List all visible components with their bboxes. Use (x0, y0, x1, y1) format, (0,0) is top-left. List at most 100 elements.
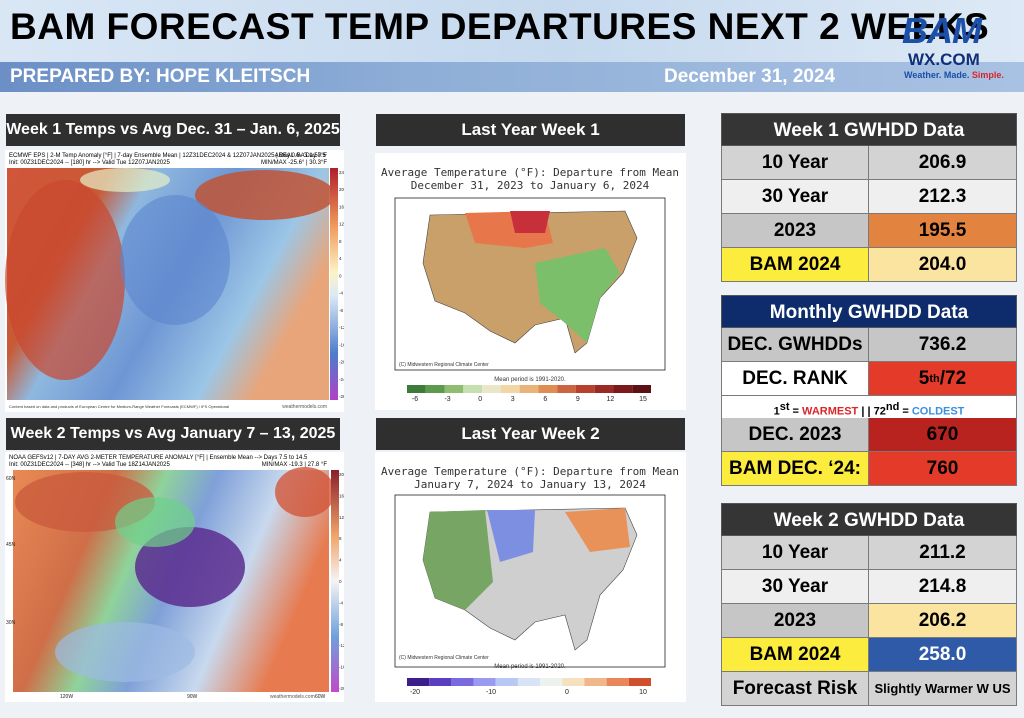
week1-cold-central (120, 195, 230, 325)
ly-week2-panel-title: Last Year Week 2 (376, 418, 685, 450)
color-swatch (538, 385, 558, 393)
legend-first-sup: st (779, 401, 790, 413)
table-row: 2023 206.2 (721, 604, 1017, 638)
scale-tick-label: 8 (339, 536, 342, 541)
scale-tick-label: 3 (511, 396, 515, 403)
row-value: 204.0 (869, 248, 1016, 281)
scale-tick-label: 4 (339, 558, 342, 563)
monthly-gwhdd-table: Monthly GWHDD Data DEC. GWHDDs 736.2 DEC… (721, 295, 1017, 486)
week2-map[interactable]: NOAA GEFSv12 | 7-DAY AVG 2-METER TEMPERA… (5, 452, 344, 702)
table-row: BAM 2024 258.0 (721, 638, 1017, 672)
legend-eq: = (789, 405, 803, 418)
week1-table-title: Week 1 GWHDD Data (721, 113, 1017, 146)
ly-week2-map-title: Average Temperature (°F): Departure from… (381, 465, 679, 478)
scale-tick-label: -28 (339, 394, 344, 399)
logo-tagline: Weather. Made. Simple. (904, 70, 1004, 80)
scale-tick-label: 4 (339, 256, 342, 261)
week2-map-svg: NOAA GEFSv12 | 7-DAY AVG 2-METER TEMPERA… (6, 455, 344, 700)
color-swatch (429, 678, 452, 686)
week1-warm-west (5, 180, 125, 380)
week2-lon-90: 90W (187, 694, 198, 700)
ly-week1-map-subtitle: December 31, 2023 to January 6, 2024 (411, 179, 650, 192)
color-swatch (444, 385, 464, 393)
ly-week1-hot-core (510, 211, 550, 233)
color-swatch (495, 678, 518, 686)
scale-tick-label: 16 (339, 493, 344, 498)
ly-week2-map-frame (394, 494, 666, 668)
scale-tick-label: 6 (543, 396, 547, 403)
ly-week1-color-scale: -6 -3 0 3 6 9 12 15 (407, 385, 651, 403)
week2-header-line2: Init: 00Z31DEC2024 -- [348] hr --> Valid… (9, 462, 170, 468)
row-value: 214.8 (869, 570, 1016, 603)
week1-neutral-canada (80, 168, 170, 192)
legend-sep: | | 72 (858, 405, 886, 418)
week1-header-line2: Init: 00Z31DEC2024 -- [180] hr --> Valid… (9, 160, 170, 166)
ly-week2-west-green (423, 510, 493, 610)
color-swatch (482, 385, 501, 393)
scale-tick-label: 20 (339, 472, 344, 477)
color-swatch (606, 678, 629, 686)
ly-week2-cold-plains (487, 510, 535, 562)
week2-warm-east-canada (275, 467, 335, 517)
ly-week2-center: (C) Midwestern Regional Climate Center (399, 655, 489, 661)
row-value: 258.0 (869, 638, 1016, 671)
week2-panel-title: Week 2 Temps vs Avg January 7 – 13, 2025 (6, 418, 340, 450)
scale-tick-label: -16 (339, 665, 344, 670)
rank-legend: 1st = WARMEST | | 72nd = COLDEST (721, 396, 1017, 418)
week2-lon-120: 120W (60, 694, 73, 700)
row-value: 736.2 (869, 328, 1016, 361)
ly-week1-panel-title: Last Year Week 1 (376, 114, 685, 146)
logo-bam-text: BAM (902, 10, 982, 51)
monthly-table-title: Monthly GWHDD Data (721, 295, 1017, 328)
week2-credit: weathermodels.com (270, 694, 315, 700)
row-label: DEC. 2023 (722, 418, 869, 451)
rank-number: 5 (918, 367, 930, 389)
ly-week2-map[interactable]: Average Temperature (°F): Departure from… (375, 452, 686, 702)
week1-map-svg: ECMWF EPS | 2-M Temp Anomaly [°F] | 7-da… (5, 153, 344, 410)
row-value: 206.9 (869, 146, 1016, 179)
scale-tick-label: -8 (339, 308, 343, 313)
ly-week2-map-svg: Average Temperature (°F): Departure from… (381, 465, 679, 696)
bam-logo[interactable]: BAM WX.COM Weather. Made. Simple. (900, 8, 1018, 86)
ly-week1-map[interactable]: Average Temperature (°F): Departure from… (375, 153, 686, 410)
row-label: BAM 2024 (722, 248, 869, 281)
row-label: 10 Year (722, 146, 869, 179)
week2-lat-45: 45N (6, 542, 16, 548)
scale-tick-label: -12 (339, 643, 344, 648)
scale-tick-label: 12 (339, 515, 344, 520)
week1-map[interactable]: ECMWF EPS | 2-M Temp Anomaly [°F] | 7-da… (5, 150, 344, 412)
scale-tick-label: 9 (576, 396, 580, 403)
table-row: DEC. GWHDDs 736.2 (721, 328, 1017, 362)
scale-tick-label: 0 (478, 396, 482, 403)
legend-eq2: = (899, 405, 912, 418)
week2-gwhdd-table: Week 2 GWHDD Data 10 Year 211.2 30 Year 214… (721, 503, 1017, 706)
row-value: 206.2 (869, 604, 1016, 637)
scale-tick-label: -12 (339, 325, 344, 330)
row-value: 760 (869, 452, 1016, 485)
table-row: 10 Year 211.2 (721, 536, 1017, 570)
table-row: 2023 195.5 (721, 214, 1017, 248)
week1-color-scale (330, 168, 338, 400)
ly-week1-map-title: Average Temperature (°F): Departure from… (381, 166, 679, 179)
week1-footer: Content based on data and products of Eu… (9, 404, 229, 409)
week2-lon-60: 60W (315, 694, 326, 700)
color-swatch (425, 385, 445, 393)
table-row: DEC. 2023 670 (721, 418, 1017, 452)
week1-header-right: AREAL AVG 1.50°F (275, 153, 328, 159)
row-value: 195.5 (869, 214, 1016, 247)
row-label: 30 Year (722, 570, 869, 603)
ly-week1-center: (C) Midwestern Regional Climate Center (399, 362, 489, 368)
ly-week2-color-scale: -20 -10 0 10 (407, 678, 651, 696)
color-swatch (463, 385, 483, 393)
color-swatch (473, 678, 496, 686)
week1-scale-labels: 24 20 16 12 8 4 0 -4 -8 -12 -16 -20 -24 -28 (339, 170, 344, 399)
scale-tick-label: 8 (339, 239, 342, 244)
color-swatch (613, 385, 633, 393)
row-label: BAM DEC. ‘24: (722, 452, 869, 485)
scale-tick-label: -10 (486, 689, 496, 696)
row-label: Forecast Risk (722, 672, 869, 705)
ly-week1-map-svg: Average Temperature (°F): Departure from… (381, 166, 679, 403)
scale-tick-label: 12 (339, 222, 344, 227)
scale-tick-label: -20 (339, 686, 344, 691)
